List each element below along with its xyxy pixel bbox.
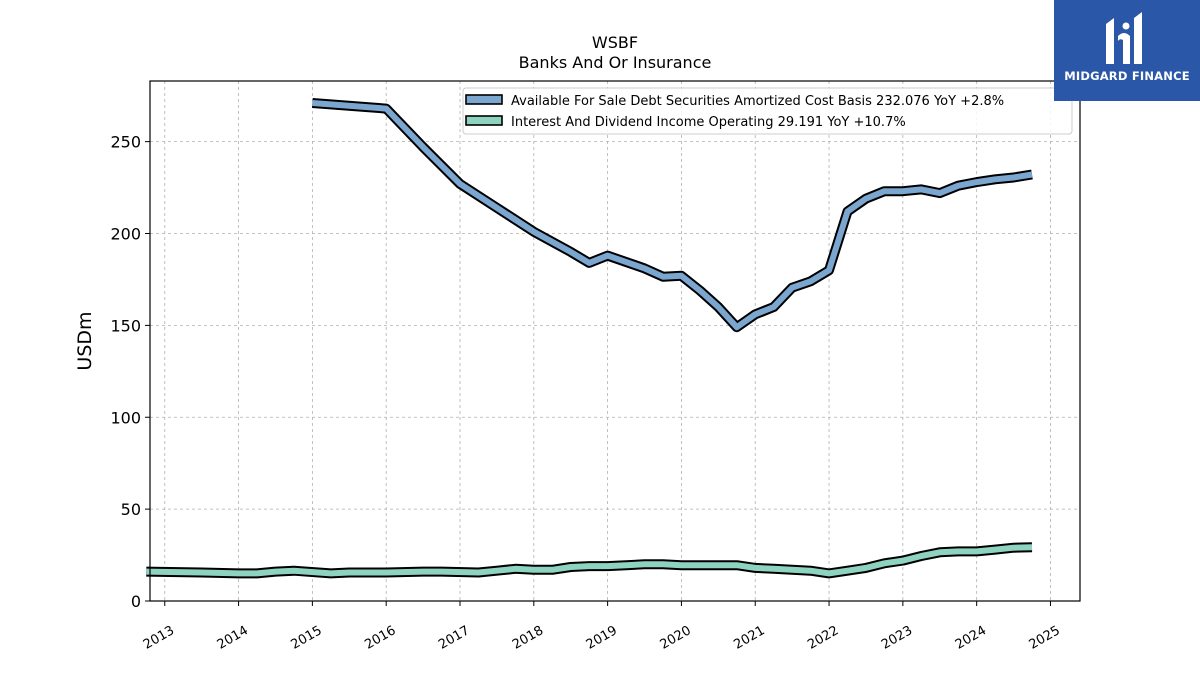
x-tick-label: 2023 xyxy=(879,623,915,653)
plot-frame xyxy=(149,80,1081,602)
x-tick-label: 2022 xyxy=(805,623,841,653)
y-tick-label: 0 xyxy=(131,592,141,611)
x-tick-label: 2016 xyxy=(362,623,398,653)
legend-box xyxy=(462,87,1073,135)
y-axis-label: USDm xyxy=(74,311,96,370)
legend-swatch-interest xyxy=(465,115,503,126)
series-line-afs-securities xyxy=(312,100,1033,331)
y-tick-label: 100 xyxy=(110,408,141,427)
brand-logo: MIDGARD FINANCE xyxy=(1054,0,1200,101)
y-axis: 0 50 100 150 200 250 xyxy=(110,133,150,611)
y-tick-label: 250 xyxy=(110,133,141,152)
legend: Available For Sale Debt Securities Amort… xyxy=(462,87,1073,135)
chart-subtitle: Banks And Or Insurance xyxy=(519,53,712,72)
series-line-afs-securities-outline xyxy=(312,98,1033,333)
x-tick-label: 2024 xyxy=(953,623,989,653)
x-tick-label: 2020 xyxy=(658,623,694,653)
series-line-interest-income xyxy=(146,544,1033,577)
brand-name: MIDGARD FINANCE xyxy=(1064,69,1190,83)
chart-title: WSBF xyxy=(592,33,638,52)
x-tick-label: 2018 xyxy=(510,623,546,653)
x-axis: 2013 2014 2015 2016 2017 2018 2019 2020 2021 2022… xyxy=(141,601,1063,653)
legend-swatch-afs xyxy=(465,94,503,105)
legend-label-afs: Available For Sale Debt Securities Amort… xyxy=(511,94,1004,109)
x-tick-label: 2025 xyxy=(1027,623,1063,653)
x-tick-label: 2013 xyxy=(141,623,177,653)
x-tick-label: 2021 xyxy=(731,623,767,653)
y-tick-label: 200 xyxy=(110,225,141,244)
x-tick-label: 2015 xyxy=(289,623,325,653)
series-layer xyxy=(146,98,1033,579)
brand-mark-icon xyxy=(1106,12,1142,64)
legend-label-interest: Interest And Dividend Income Operating 2… xyxy=(511,115,906,130)
y-tick-label: 150 xyxy=(110,316,141,335)
y-tick-label: 50 xyxy=(121,500,141,519)
grid xyxy=(150,81,1080,601)
x-tick-label: 2014 xyxy=(215,623,251,653)
x-tick-label: 2017 xyxy=(436,623,472,653)
x-tick-label: 2019 xyxy=(584,623,620,653)
